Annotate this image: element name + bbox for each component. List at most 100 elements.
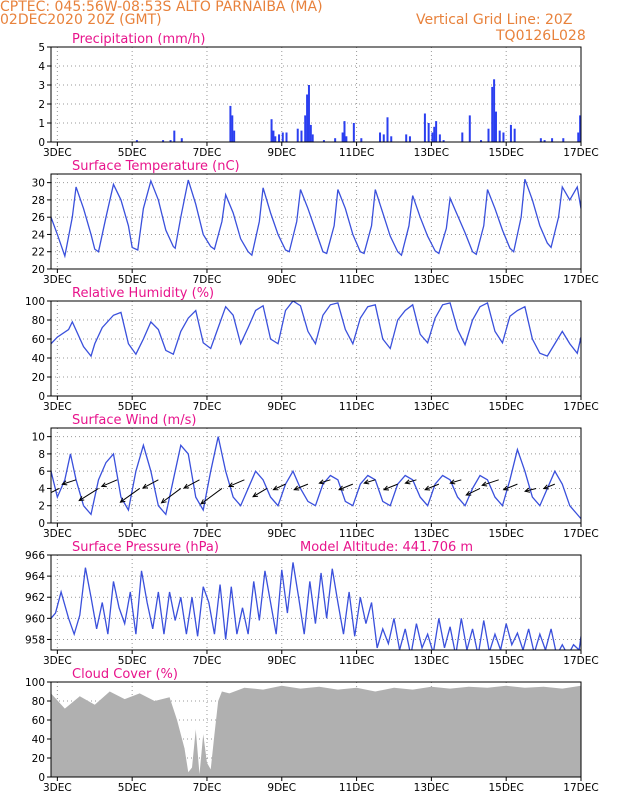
- precip-bar: [304, 115, 307, 142]
- x-tick-label: 17DEC: [563, 147, 598, 159]
- precip-bar: [427, 123, 430, 142]
- wind-arrow-head: [542, 484, 549, 490]
- wind-arrow-head: [78, 496, 85, 502]
- precip-bar: [300, 130, 303, 142]
- series-cloud: [51, 685, 581, 777]
- wind-arrow: [294, 483, 309, 491]
- x-tick-label: 3DEC: [43, 655, 72, 667]
- y-tick-label: 8: [38, 449, 45, 461]
- wind-arrow-head: [481, 481, 488, 487]
- precip-bar: [274, 136, 277, 142]
- grid-line-note: Vertical Grid Line: 20Z: [416, 12, 573, 28]
- panel-pressure: 958 960 962 964 966 3DEC 5DEC 7DEC 9DEC 11DEC 13DE…: [25, 540, 599, 667]
- wind-arrow: [101, 479, 118, 487]
- precip-bar: [423, 113, 426, 142]
- wind-arrow: [319, 479, 331, 484]
- precip-bar: [435, 121, 438, 142]
- precip-bar: [311, 134, 314, 142]
- y-tick-label: 100: [25, 677, 45, 689]
- wind-arrow-head: [524, 487, 531, 493]
- precip-bar: [468, 115, 471, 142]
- wind-arrow: [424, 483, 440, 491]
- y-tick-label: 80: [32, 696, 45, 708]
- precip-bar: [334, 138, 337, 142]
- precip-bar: [285, 132, 288, 142]
- precip-bar: [306, 94, 309, 142]
- x-tick-label: 7DEC: [193, 274, 222, 286]
- precip-bar: [498, 130, 501, 142]
- precip-bar: [272, 130, 275, 142]
- precip-bar: [281, 132, 284, 142]
- model-altitude: Model Altitude: 441.706 m: [300, 540, 473, 555]
- x-tick-label: 17DEC: [563, 655, 598, 667]
- x-tick-label: 11DEC: [339, 274, 374, 286]
- x-tick-label: 9DEC: [267, 528, 296, 540]
- panel-title: Cloud Cover (%): [72, 667, 178, 682]
- wind-arrow-head: [382, 485, 389, 491]
- y-tick-label: 964: [25, 571, 45, 583]
- x-tick-label: 5DEC: [118, 274, 147, 286]
- precip-bar: [405, 134, 408, 142]
- x-tick-label: 13DEC: [414, 655, 449, 667]
- precip-bar: [577, 132, 580, 142]
- y-tick-label: 22: [32, 247, 45, 259]
- y-tick-label: 60: [32, 334, 45, 346]
- plot-frame: [50, 554, 582, 651]
- x-tick-label: 15DEC: [488, 147, 523, 159]
- precip-bar: [278, 134, 281, 142]
- run-datetime: 02DEC2020 20Z (GMT): [0, 12, 162, 28]
- x-tick-label: 11DEC: [339, 401, 374, 413]
- wind-arrow: [482, 479, 499, 486]
- precip-bar: [433, 126, 436, 142]
- wind-arrow: [524, 487, 537, 492]
- x-tick-label: 3DEC: [43, 274, 72, 286]
- wind-arrow-head: [200, 499, 207, 505]
- panel-cloud: 0 20 40 60 80 100 3DEC 5DEC 7DEC 9DEC 11DEC 13DEC 15…: [25, 667, 599, 794]
- temperature-line: [51, 178, 581, 259]
- precip-bar: [509, 124, 512, 142]
- precip-bar: [231, 115, 234, 142]
- y-tick-label: 20: [32, 372, 45, 384]
- wind-arrow-head: [227, 482, 234, 488]
- y-tick-label: 5: [38, 42, 45, 54]
- precip-bar: [491, 86, 494, 142]
- precip-bar: [352, 123, 355, 142]
- precip-bar: [539, 138, 542, 142]
- y-tick-label: 966: [25, 550, 45, 562]
- wind-arrow: [383, 483, 398, 491]
- precip-bar: [169, 140, 172, 142]
- pressure-line: [51, 562, 581, 650]
- wind-arrow-head: [119, 497, 126, 503]
- x-tick-label: 11DEC: [339, 655, 374, 667]
- wind-arrow: [543, 483, 556, 490]
- plot-frame: [50, 427, 582, 524]
- x-tick-label: 7DEC: [193, 147, 222, 159]
- precip-bar: [502, 132, 505, 142]
- precip-bar: [390, 136, 393, 142]
- wind-arrow-head: [272, 485, 279, 491]
- wind-arrow-head: [424, 485, 431, 491]
- x-tick-label: 11DEC: [339, 528, 374, 540]
- series-precip: [135, 79, 581, 142]
- wind-arrow: [273, 483, 286, 491]
- precip-bar: [233, 130, 236, 142]
- y-tick-label: 4: [38, 61, 45, 73]
- y-tick-label: 0: [38, 391, 45, 403]
- panel-precip: 0 1 2 3 4 5 3DEC 5DEC 7DEC 9DEC 11DEC 13DEC 15DEC 17D…: [38, 32, 598, 159]
- precip-bar: [513, 128, 516, 142]
- precip-bar: [438, 134, 441, 142]
- x-tick-label: 13DEC: [414, 401, 449, 413]
- y-tick-label: 60: [32, 715, 45, 727]
- wind-arrow-head: [141, 483, 148, 489]
- x-tick-label: 17DEC: [563, 401, 598, 413]
- precip-bar: [322, 140, 325, 142]
- wind-arrow: [62, 479, 77, 485]
- precip-bar: [382, 134, 385, 142]
- y-tick-label: 0: [38, 137, 45, 149]
- y-tick-label: 30: [32, 178, 45, 190]
- wind-arrow: [161, 488, 182, 504]
- y-tick-label: 960: [25, 613, 45, 625]
- precip-bar: [360, 138, 363, 142]
- precip-bar: [229, 105, 232, 142]
- precip-bar: [379, 132, 382, 142]
